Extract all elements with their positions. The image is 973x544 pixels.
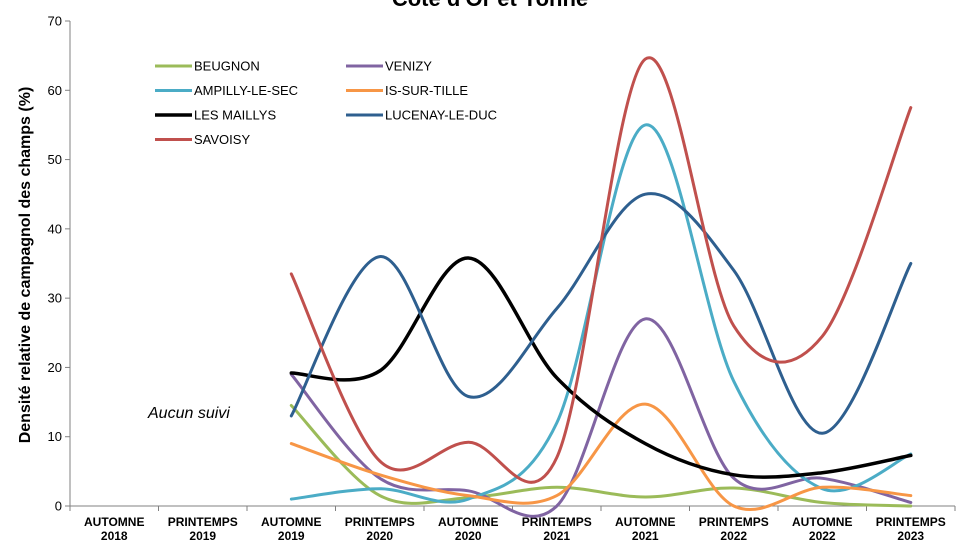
y-tick-label: 70 bbox=[48, 14, 62, 29]
y-tick-label: 50 bbox=[48, 152, 62, 167]
x-tick-label: PRINTEMPS 2020 bbox=[345, 515, 415, 543]
y-tick-label: 20 bbox=[48, 360, 62, 375]
series-line-venizy bbox=[289, 317, 913, 518]
x-tick-label: PRINTEMPS 2021 bbox=[522, 515, 592, 543]
series-line-is-sur-tille bbox=[289, 402, 913, 512]
x-tick-label-line2: 2021 bbox=[632, 529, 659, 543]
x-tick-label: PRINTEMPS 2023 bbox=[876, 515, 946, 543]
legend-label: BEUGNON bbox=[194, 59, 260, 74]
x-tick-label: AUTOMNE 2020 bbox=[438, 515, 498, 543]
y-axis-ticks: 0 10 20 30 40 50 60 70 bbox=[48, 14, 70, 514]
x-tick-label-line1: AUTOMNE bbox=[615, 515, 675, 529]
x-tick-label-line1: PRINTEMPS bbox=[168, 515, 238, 529]
y-tick-label: 10 bbox=[48, 429, 62, 444]
annotation-aucun-suivi: Aucun suivi bbox=[147, 405, 230, 422]
chart-title: Côte d'Or et Yonne bbox=[392, 0, 588, 11]
x-tick-label: PRINTEMPS 2019 bbox=[168, 515, 238, 543]
x-tick-label-line1: PRINTEMPS bbox=[522, 515, 592, 529]
x-tick-label: AUTOMNE 2019 bbox=[261, 515, 321, 543]
x-tick-label-line1: PRINTEMPS bbox=[876, 515, 946, 529]
series-line-les-maillys bbox=[289, 256, 913, 479]
x-tick-label: AUTOMNE 2022 bbox=[792, 515, 852, 543]
y-tick-label: 40 bbox=[48, 221, 62, 236]
series-line-beugnon bbox=[289, 404, 913, 508]
y-tick-label: 30 bbox=[48, 291, 62, 306]
x-tick-label-line2: 2020 bbox=[366, 529, 393, 543]
legend-label: IS-SUR-TILLE bbox=[385, 83, 468, 98]
legend-label: AMPILLY-LE-SEC bbox=[194, 83, 298, 98]
x-tick-label-line2: 2023 bbox=[897, 529, 924, 543]
x-tick-label: AUTOMNE 2021 bbox=[615, 515, 675, 543]
x-tick-label: AUTOMNE 2018 bbox=[84, 515, 144, 543]
x-tick-label-line2: 2019 bbox=[189, 529, 216, 543]
series-line-savoisy bbox=[289, 56, 913, 484]
legend-label: VENIZY bbox=[385, 59, 432, 74]
x-tick-label-line1: PRINTEMPS bbox=[699, 515, 769, 529]
x-tick-label-line1: AUTOMNE bbox=[84, 515, 144, 529]
x-tick-label-line1: AUTOMNE bbox=[261, 515, 321, 529]
legend-label: SAVOISY bbox=[194, 132, 250, 147]
legend-label: LUCENAY-LE-DUC bbox=[385, 108, 497, 123]
y-tick-label: 60 bbox=[48, 83, 62, 98]
series-lines bbox=[289, 56, 913, 518]
x-tick-label-line2: 2018 bbox=[101, 529, 128, 543]
series-line-ampilly-le-sec bbox=[289, 123, 913, 504]
x-tick-label-line2: 2022 bbox=[720, 529, 747, 543]
x-tick-label-line2: 2019 bbox=[278, 529, 305, 543]
x-tick-label-line1: AUTOMNE bbox=[438, 515, 498, 529]
y-axis-label: Densité relative de campagnol des champs… bbox=[17, 87, 34, 444]
legend: BEUGNON VENIZY AMPILLY-LE-SEC IS-SUR-TILLE L… bbox=[155, 59, 497, 147]
x-tick-label-line1: PRINTEMPS bbox=[345, 515, 415, 529]
x-tick-label-line1: AUTOMNE bbox=[792, 515, 852, 529]
x-tick-label-line2: 2022 bbox=[809, 529, 836, 543]
x-tick-label-line2: 2020 bbox=[455, 529, 482, 543]
y-tick-label: 0 bbox=[55, 499, 62, 514]
series-line-lucenay-le-duc bbox=[289, 192, 913, 435]
x-tick-label-line2: 2021 bbox=[543, 529, 570, 543]
x-tick-label: PRINTEMPS 2022 bbox=[699, 515, 769, 543]
legend-label: LES MAILLYS bbox=[194, 108, 276, 123]
